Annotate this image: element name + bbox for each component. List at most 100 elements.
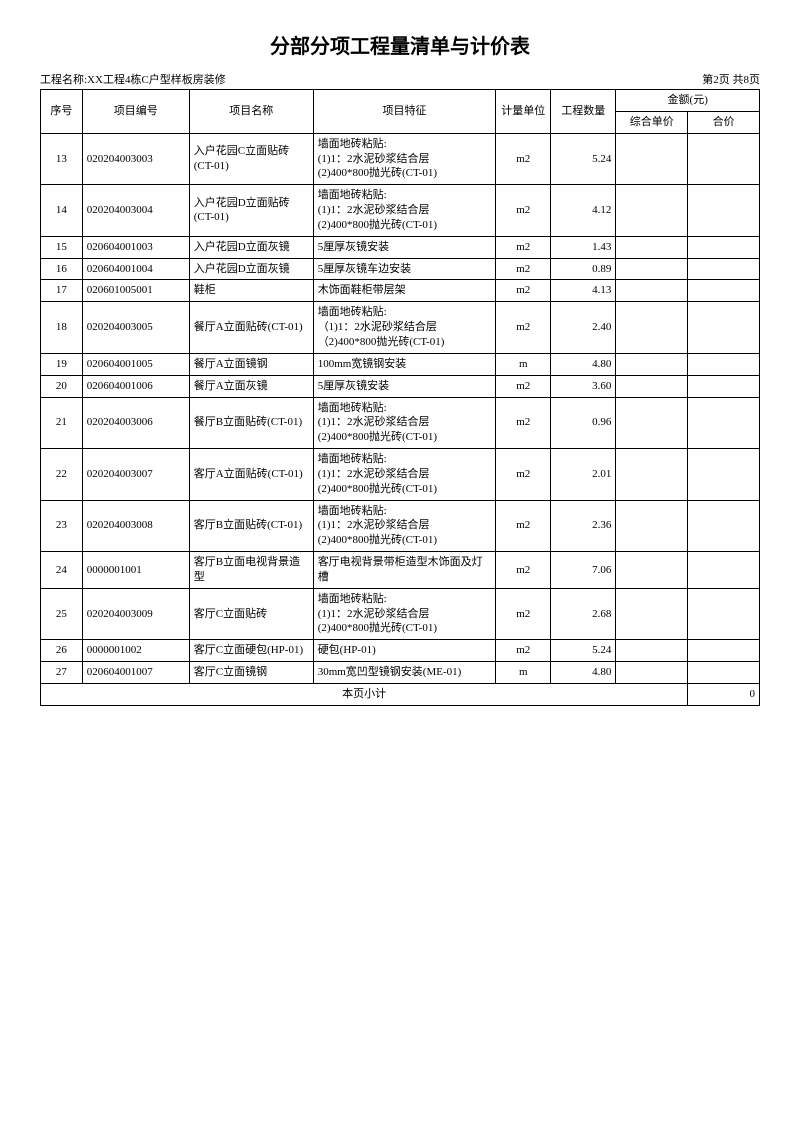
cell-feat: 5厘厚灰镜安装	[313, 236, 496, 258]
cell-qty: 2.40	[551, 302, 616, 354]
table-row: 25020204003009客厅C立面贴砖墙面地砖粘贴:(1)1：2水泥砂浆结合…	[41, 588, 760, 640]
cell-code: 020604001005	[82, 353, 189, 375]
cell-price	[616, 185, 688, 237]
cell-seq: 16	[41, 258, 83, 280]
cell-name: 入户花园D立面灰镜	[189, 258, 313, 280]
cell-unit: m2	[496, 133, 551, 185]
cell-qty: 4.12	[551, 185, 616, 237]
cell-qty: 4.80	[551, 662, 616, 684]
cell-seq: 15	[41, 236, 83, 258]
cell-unit: m2	[496, 280, 551, 302]
cell-code: 020204003008	[82, 500, 189, 552]
cell-seq: 17	[41, 280, 83, 302]
table-row: 21020204003006餐厅B立面贴砖(CT-01)墙面地砖粘贴:(1)1：…	[41, 397, 760, 449]
cell-price	[616, 500, 688, 552]
cell-name: 客厅C立面硬包(HP-01)	[189, 640, 313, 662]
cell-seq: 22	[41, 449, 83, 501]
cell-unit: m2	[496, 397, 551, 449]
cell-price	[616, 552, 688, 589]
cell-unit: m2	[496, 302, 551, 354]
cell-name: 入户花园D立面贴砖(CT-01)	[189, 185, 313, 237]
cell-feat: 墙面地砖粘贴:(1)1：2水泥砂浆结合层(2)400*800抛光砖(CT-01)	[313, 185, 496, 237]
cell-name: 客厅C立面镜钢	[189, 662, 313, 684]
th-amount: 金额(元)	[616, 90, 760, 112]
cell-name: 客厅C立面贴砖	[189, 588, 313, 640]
cell-code: 020204003009	[82, 588, 189, 640]
cell-qty: 2.36	[551, 500, 616, 552]
table-row: 17020601005001鞋柜木饰面鞋柜带层架m24.13	[41, 280, 760, 302]
cell-total	[688, 500, 760, 552]
cell-code: 020204003006	[82, 397, 189, 449]
cell-price	[616, 353, 688, 375]
cell-price	[616, 397, 688, 449]
cell-price	[616, 236, 688, 258]
cell-code: 020204003007	[82, 449, 189, 501]
cell-feat: 墙面地砖粘贴:(1)1：2水泥砂浆结合层(2)400*800抛光砖(CT-01)	[313, 588, 496, 640]
cell-price	[616, 280, 688, 302]
cell-name: 餐厅A立面灰镜	[189, 375, 313, 397]
cell-total	[688, 302, 760, 354]
th-unit: 计量单位	[496, 90, 551, 134]
th-unit-price: 综合单价	[616, 111, 688, 133]
cell-feat: 墙面地砖粘贴:(1)1：2水泥砂浆结合层(2)400*800抛光砖(CT-01)	[313, 449, 496, 501]
bill-table: 序号 项目编号 项目名称 项目特征 计量单位 工程数量 金额(元) 综合单价 合…	[40, 89, 760, 706]
cell-qty: 7.06	[551, 552, 616, 589]
cell-total	[688, 397, 760, 449]
cell-unit: m2	[496, 258, 551, 280]
cell-total	[688, 640, 760, 662]
th-code: 项目编号	[82, 90, 189, 134]
cell-price	[616, 640, 688, 662]
table-row: 16020604001004入户花园D立面灰镜5厘厚灰镜车边安装m20.89	[41, 258, 760, 280]
cell-seq: 20	[41, 375, 83, 397]
cell-feat: 客厅电视背景带柜造型木饰面及灯槽	[313, 552, 496, 589]
cell-unit: m2	[496, 236, 551, 258]
cell-unit: m2	[496, 640, 551, 662]
cell-seq: 19	[41, 353, 83, 375]
cell-name: 入户花园D立面灰镜	[189, 236, 313, 258]
cell-feat: 木饰面鞋柜带层架	[313, 280, 496, 302]
cell-total	[688, 258, 760, 280]
cell-price	[616, 258, 688, 280]
cell-name: 客厅B立面贴砖(CT-01)	[189, 500, 313, 552]
cell-price	[616, 588, 688, 640]
cell-qty: 2.01	[551, 449, 616, 501]
cell-price	[616, 133, 688, 185]
cell-price	[616, 375, 688, 397]
cell-name: 餐厅B立面贴砖(CT-01)	[189, 397, 313, 449]
th-feat: 项目特征	[313, 90, 496, 134]
cell-seq: 21	[41, 397, 83, 449]
cell-seq: 23	[41, 500, 83, 552]
cell-unit: m	[496, 662, 551, 684]
cell-feat: 墙面地砖粘贴:(1)1：2水泥砂浆结合层(2)400*800抛光砖(CT-01)	[313, 397, 496, 449]
cell-total	[688, 588, 760, 640]
cell-price	[616, 302, 688, 354]
table-row: 14020204003004入户花园D立面贴砖(CT-01)墙面地砖粘贴:(1)…	[41, 185, 760, 237]
cell-unit: m2	[496, 375, 551, 397]
cell-feat: 5厘厚灰镜车边安装	[313, 258, 496, 280]
cell-feat: 墙面地砖粘贴:(1)1：2水泥砂浆结合层(2)400*800抛光砖(CT-01)	[313, 133, 496, 185]
table-row: 20020604001006餐厅A立面灰镜5厘厚灰镜安装m23.60	[41, 375, 760, 397]
cell-feat: 100mm宽镜钢安装	[313, 353, 496, 375]
cell-name: 餐厅A立面贴砖(CT-01)	[189, 302, 313, 354]
cell-code: 0000001001	[82, 552, 189, 589]
table-row: 22020204003007客厅A立面贴砖(CT-01)墙面地砖粘贴:(1)1：…	[41, 449, 760, 501]
cell-qty: 2.68	[551, 588, 616, 640]
th-name: 项目名称	[189, 90, 313, 134]
table-row: 27020604001007客厅C立面镜钢30mm宽凹型镜钢安装(ME-01)m…	[41, 662, 760, 684]
cell-feat: 5厘厚灰镜安装	[313, 375, 496, 397]
cell-price	[616, 449, 688, 501]
page-title: 分部分项工程量清单与计价表	[40, 30, 760, 59]
table-row: 15020604001003入户花园D立面灰镜5厘厚灰镜安装m21.43	[41, 236, 760, 258]
cell-code: 020204003003	[82, 133, 189, 185]
cell-seq: 13	[41, 133, 83, 185]
project-name: 工程名称:XX工程4栋C户型样板房装修	[40, 71, 226, 87]
cell-seq: 27	[41, 662, 83, 684]
subtotal-value: 0	[688, 684, 760, 706]
cell-code: 020604001004	[82, 258, 189, 280]
cell-feat: 墙面地砖粘贴:（1)1：2水泥砂浆结合层（2)400*800抛光砖(CT-01)	[313, 302, 496, 354]
cell-unit: m2	[496, 449, 551, 501]
cell-total	[688, 280, 760, 302]
cell-qty: 3.60	[551, 375, 616, 397]
th-total: 合价	[688, 111, 760, 133]
cell-code: 020604001003	[82, 236, 189, 258]
